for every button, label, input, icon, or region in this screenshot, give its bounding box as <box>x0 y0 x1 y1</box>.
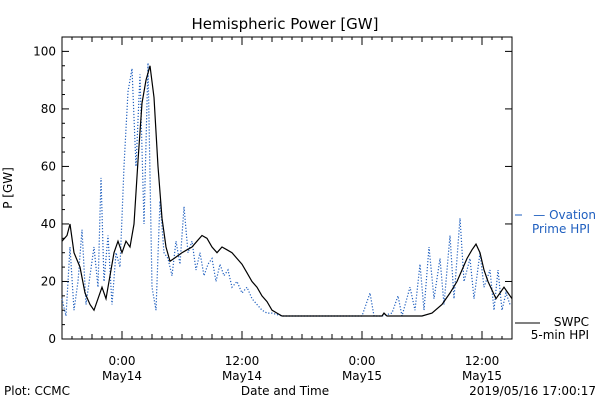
x-tick-date-label: May14 <box>102 369 142 383</box>
series-layer <box>61 62 513 317</box>
footer-left: Plot: CCMC <box>4 384 70 398</box>
series-line-ovation-prime <box>61 62 511 317</box>
legend-swpc-line1: SWPC <box>554 315 589 329</box>
legend-swpc-line2: 5-min HPI <box>531 328 589 342</box>
y-tick-label: 0 <box>48 332 56 346</box>
y-tick-label: 20 <box>41 274 56 288</box>
series-line-swpc <box>61 65 513 317</box>
plot-frame <box>61 36 513 340</box>
y-tick-label: 80 <box>41 102 56 116</box>
chart-title: Hemispheric Power [GW] <box>192 15 379 33</box>
y-axis: 0 20 40 60 80 100 <box>33 44 512 346</box>
x-tick-time-label: 0:00 <box>349 354 376 368</box>
x-tick-date-label: May14 <box>222 369 262 383</box>
x-tick-date-label: May15 <box>462 369 502 383</box>
x-tick-date-label: May15 <box>342 369 382 383</box>
y-tick-label: 60 <box>41 159 56 173</box>
y-axis-label: P [GW] <box>1 167 15 209</box>
x-axis-label: Date and Time <box>241 384 329 398</box>
footer-right: 2019/05/16 17:00:17 <box>469 384 596 398</box>
y-tick-label: 100 <box>33 44 56 58</box>
x-tick-time-label: 12:00 <box>225 354 260 368</box>
legend-ovation-line1: — Ovation <box>533 208 596 222</box>
y-tick-label: 40 <box>41 217 56 231</box>
x-tick-time-label: 12:00 <box>465 354 500 368</box>
legend-ovation-line2: Prime HPI <box>532 222 590 236</box>
x-tick-time-label: 0:00 <box>109 354 136 368</box>
